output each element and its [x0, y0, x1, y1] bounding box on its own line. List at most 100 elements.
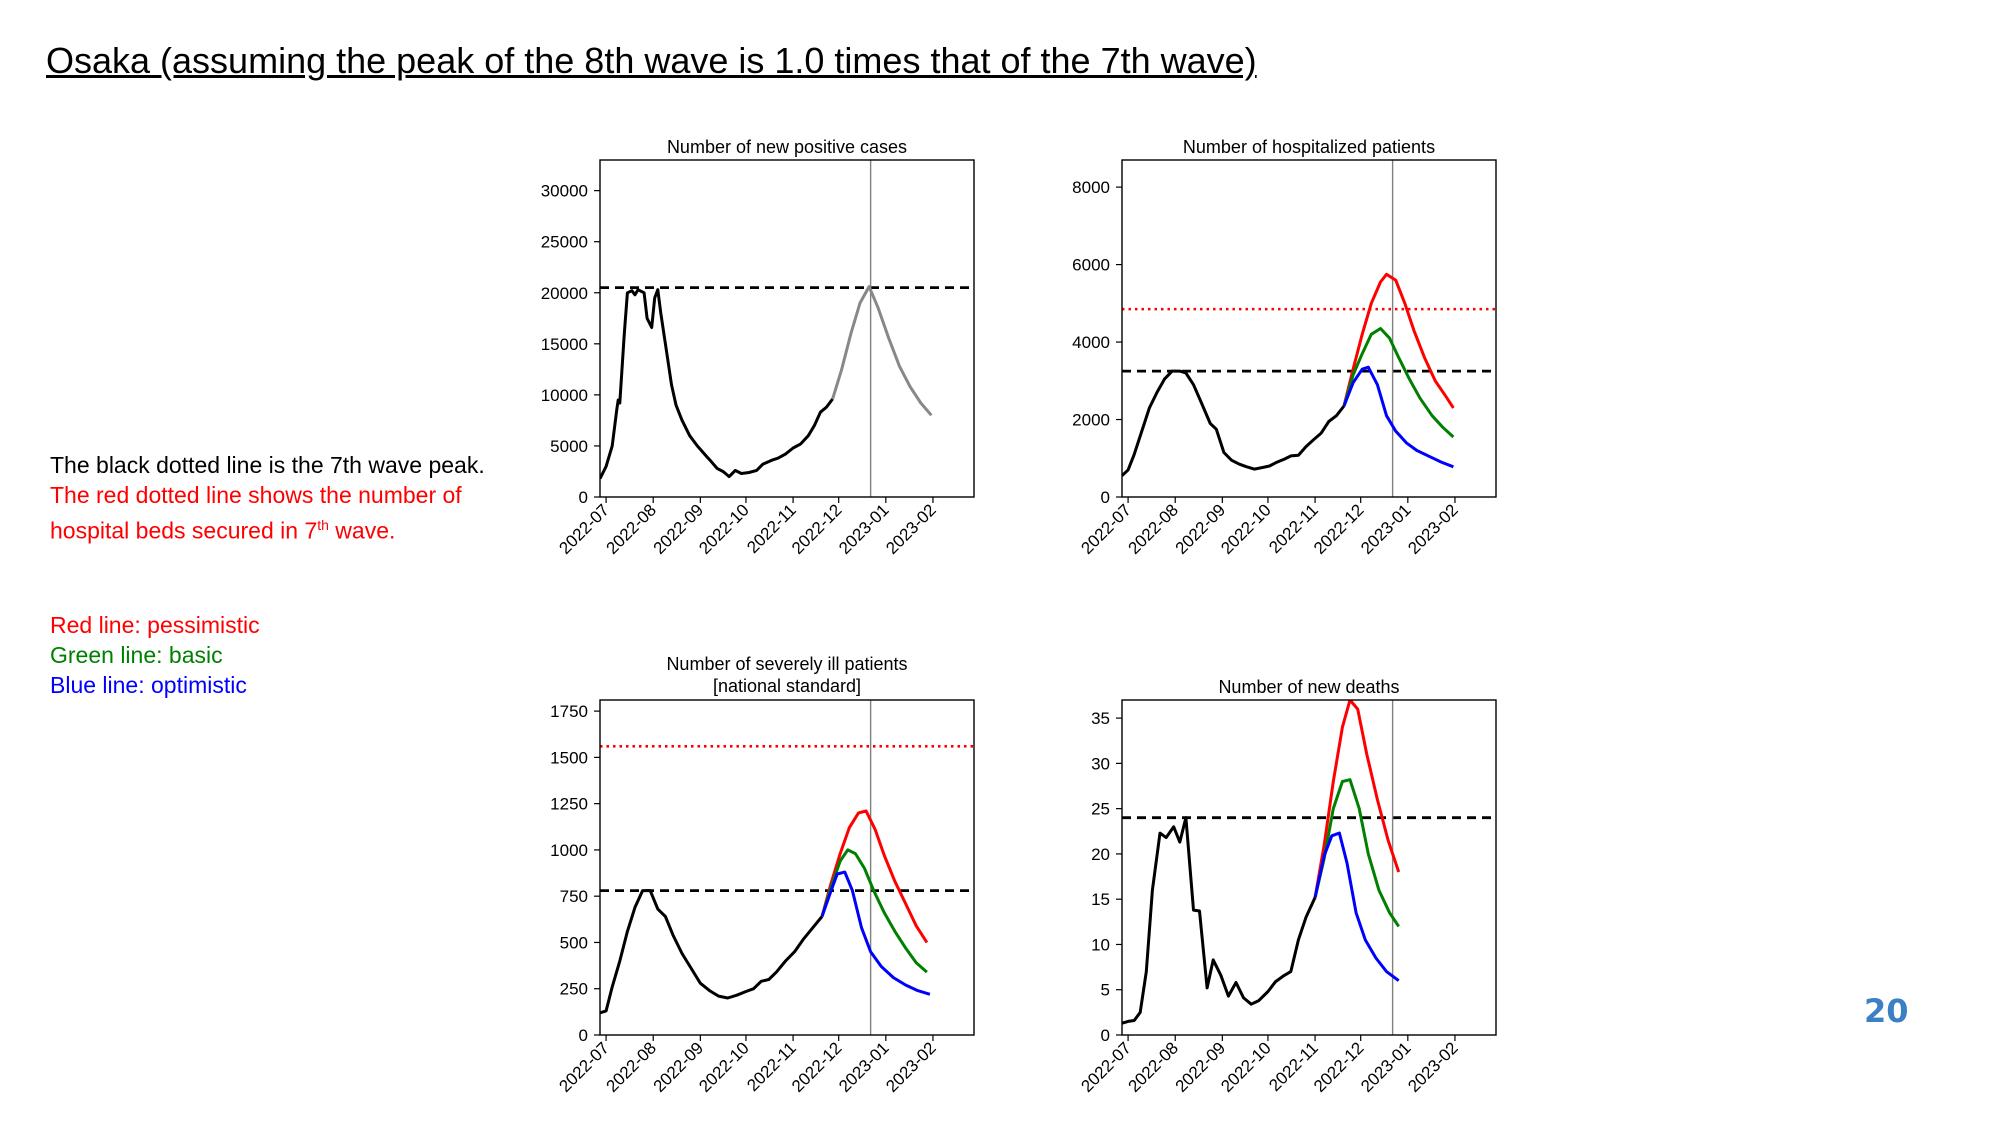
- x-tick-label: 2022-08: [1124, 500, 1182, 558]
- chart-title: Number of hospitalized patients: [1183, 137, 1435, 157]
- plot-frame: [599, 699, 975, 1036]
- x-tick-label: 2022-09: [650, 500, 708, 558]
- observed-series: [600, 288, 834, 480]
- scenario-legend: Red line: pessimistic Green line: basic …: [50, 610, 260, 700]
- y-tick-label: 15000: [541, 335, 588, 354]
- chart-title: Number of new deaths: [1218, 677, 1399, 697]
- y-tick-label: 1750: [550, 702, 588, 721]
- y-tick-label: 500: [560, 933, 588, 952]
- y-tick-label: 0: [579, 488, 588, 507]
- y-tick-label: 6000: [1072, 256, 1110, 275]
- chart-panel-4: Number of new deaths 0 5 10 15 20 25 30 35 2022-0…: [1077, 677, 1497, 1096]
- y-tick-label: 1500: [550, 748, 588, 767]
- optimistic-series: [1342, 365, 1454, 469]
- plot-frame: [599, 159, 975, 498]
- pessimistic-series: [1313, 700, 1401, 898]
- x-tick-label: 2023-02: [1404, 1038, 1462, 1096]
- x-tick-label: 2023-02: [882, 500, 940, 558]
- y-tick-label: 30: [1091, 754, 1110, 773]
- x-tick-label: 2022-07: [555, 500, 613, 558]
- x-tick-label: 2022-12: [1310, 1038, 1368, 1096]
- x-tick-label: 2023-02: [1404, 500, 1462, 558]
- x-tick-label: 2022-07: [555, 1038, 613, 1096]
- y-tick-label: 25: [1091, 800, 1110, 819]
- y-tick-label: 0: [579, 1026, 588, 1045]
- note-superscript: th: [317, 517, 329, 533]
- y-tick-label: 15: [1091, 890, 1110, 909]
- x-tick-label: 2022-12: [788, 1038, 846, 1096]
- x-tick-label: 2022-10: [1217, 1038, 1275, 1096]
- y-tick-label: 30000: [541, 182, 588, 201]
- x-tick-label: 2023-01: [1357, 500, 1415, 558]
- y-tick-label: 10000: [541, 386, 588, 405]
- slide-title: Osaka (assuming the peak of the 8th wave…: [46, 40, 1257, 81]
- chart-panel-1: Number of new positive cases 0 5000 10000 15…: [541, 137, 975, 558]
- basic-series: [1313, 778, 1400, 928]
- plot-area: [600, 700, 974, 1035]
- chart-title: Number of severely ill patients: [666, 654, 907, 674]
- plot-area: [1122, 700, 1496, 1035]
- y-tick-label: 750: [560, 887, 588, 906]
- y-tick-label: 20000: [541, 284, 588, 303]
- y-tick-label: 250: [560, 980, 588, 999]
- x-tick-label: 2022-10: [1217, 500, 1275, 558]
- x-tick-label: 2023-01: [1357, 1038, 1415, 1096]
- y-tick-label: 10: [1091, 935, 1110, 954]
- chart-subtitle: [national standard]: [713, 676, 861, 696]
- x-tick-label: 2023-02: [882, 1038, 940, 1096]
- note-red-line-cont-tail: wave.: [328, 517, 396, 544]
- note-red-line-cont: hospital beds secured in 7th wave.: [50, 510, 485, 546]
- legend-optimistic: Blue line: optimistic: [50, 672, 247, 698]
- note-black-line: The black dotted line is the 7th wave pe…: [50, 452, 485, 478]
- x-tick-label: 2022-09: [1172, 500, 1230, 558]
- chart-panel-3: Number of severely ill patients[national…: [550, 654, 975, 1096]
- y-tick-label: 5000: [550, 437, 588, 456]
- legend-basic: Green line: basic: [50, 642, 223, 668]
- pessimistic-series: [1342, 272, 1455, 409]
- plot-area: [1122, 160, 1496, 497]
- y-tick-label: 4000: [1072, 333, 1110, 352]
- x-tick-label: 2022-08: [602, 500, 660, 558]
- y-tick-label: 2000: [1072, 411, 1110, 430]
- x-tick-label: 2023-01: [835, 1038, 893, 1096]
- y-tick-label: 8000: [1072, 178, 1110, 197]
- projection-series: [831, 285, 933, 417]
- optimistic-series: [820, 870, 931, 996]
- observed-series: [1122, 369, 1346, 477]
- y-tick-label: 5: [1101, 981, 1110, 1000]
- y-tick-label: 35: [1091, 709, 1110, 728]
- x-tick-label: 2022-09: [1172, 1038, 1230, 1096]
- y-tick-label: 1250: [550, 795, 588, 814]
- y-tick-label: 25000: [541, 233, 588, 252]
- observed-series: [1122, 816, 1317, 1025]
- x-tick-label: 2022-07: [1077, 1038, 1135, 1096]
- chart-title: Number of new positive cases: [667, 137, 907, 157]
- x-tick-label: 2022-08: [602, 1038, 660, 1096]
- y-tick-label: 20: [1091, 845, 1110, 864]
- basic-series: [820, 848, 928, 974]
- x-tick-label: 2022-12: [788, 500, 846, 558]
- x-tick-label: 2022-08: [1124, 1038, 1182, 1096]
- chart-panel-2: Number of hospitalized patients 0 2000 4000…: [1072, 137, 1497, 558]
- note-red-line: The red dotted line shows the number of: [50, 482, 462, 508]
- y-tick-label: 0: [1101, 488, 1110, 507]
- plot-frame: [1121, 159, 1497, 498]
- basic-series: [1342, 327, 1455, 439]
- optimistic-series: [1313, 831, 1400, 982]
- x-tick-label: 2022-12: [1310, 500, 1368, 558]
- pessimistic-series: [820, 809, 929, 944]
- x-tick-label: 2022-07: [1077, 500, 1135, 558]
- y-tick-label: 0: [1101, 1026, 1110, 1045]
- x-tick-label: 2022-09: [650, 1038, 708, 1096]
- y-tick-label: 1000: [550, 841, 588, 860]
- x-tick-label: 2023-01: [835, 500, 893, 558]
- x-tick-label: 2022-10: [695, 1038, 753, 1096]
- plot-frame: [1121, 699, 1497, 1036]
- note-red-line-cont-text: hospital beds secured in 7: [50, 517, 318, 544]
- observed-series: [600, 889, 824, 1015]
- plot-area: [600, 160, 974, 497]
- page-number: 20: [1864, 992, 1909, 1030]
- notes: The black dotted line is the 7th wave pe…: [50, 450, 485, 546]
- x-tick-label: 2022-10: [695, 500, 753, 558]
